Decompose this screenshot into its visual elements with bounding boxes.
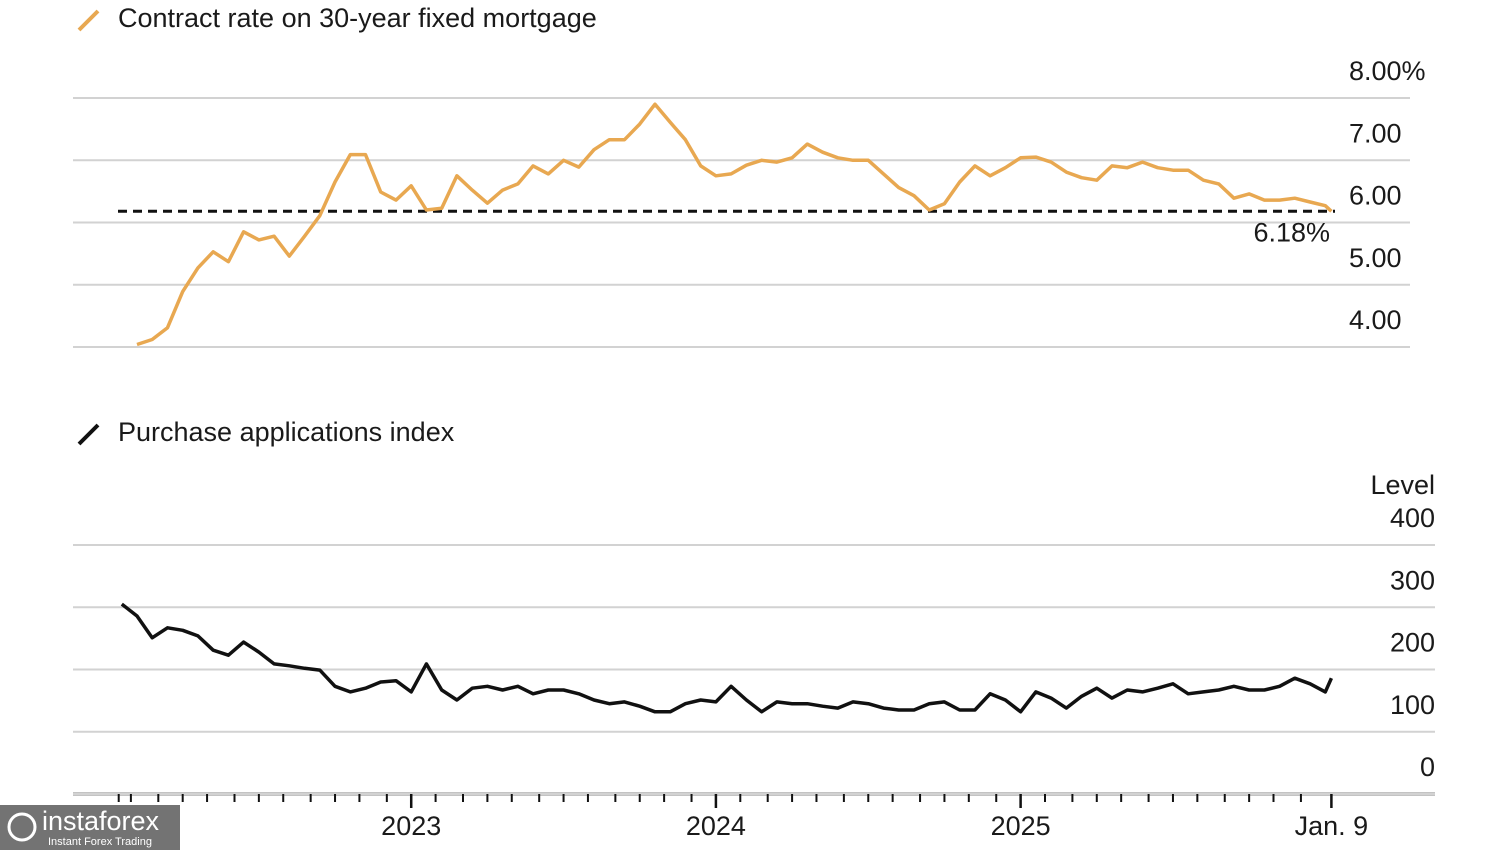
- y-tick-label: 7.00: [1349, 118, 1402, 148]
- y-tick-label: 0: [1420, 752, 1435, 782]
- series-line: [120, 602, 1333, 714]
- y-tick-label: 100: [1390, 690, 1435, 720]
- x-tick-label: 2025: [991, 811, 1051, 841]
- y-tick-label: 5.00: [1349, 243, 1402, 273]
- x-tick-label: Jan. 9: [1295, 811, 1369, 841]
- y-tick-label: 8.00%: [1349, 56, 1426, 86]
- legend-label: Contract rate on 30-year fixed mortgage: [118, 3, 597, 33]
- watermark-box: [0, 805, 180, 850]
- y-tick-label: 300: [1390, 565, 1435, 595]
- watermark-icon: [7, 812, 37, 842]
- legend-label: Purchase applications index: [118, 417, 455, 447]
- y-tick-label: 200: [1390, 628, 1435, 658]
- watermark: instaforex Instant Forex Trading: [0, 805, 180, 850]
- watermark-name: instaforex: [42, 806, 160, 836]
- legend-icon: [77, 9, 100, 32]
- x-tick-label: 2023: [381, 811, 441, 841]
- legend-icon: [77, 423, 100, 446]
- y-axis-label: Level: [1370, 470, 1435, 500]
- y-tick-label: 6.00: [1349, 181, 1402, 211]
- y-tick-label: 400: [1390, 503, 1435, 533]
- series-line: [136, 102, 1333, 347]
- y-tick-label: 4.00: [1349, 305, 1402, 335]
- reference-label: 6.18%: [1253, 217, 1330, 247]
- x-tick-label: 2024: [686, 811, 746, 841]
- watermark-tagline: Instant Forex Trading: [48, 836, 152, 848]
